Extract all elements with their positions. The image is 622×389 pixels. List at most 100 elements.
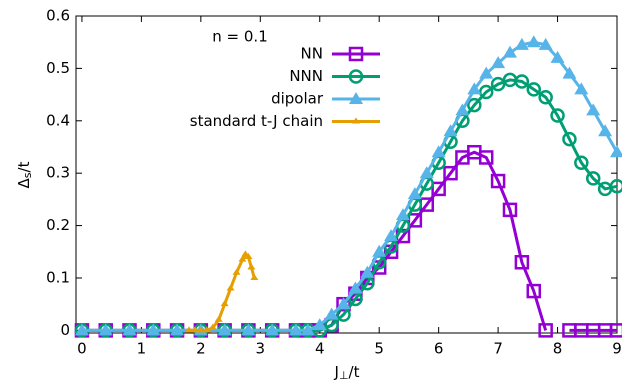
marker <box>526 283 542 299</box>
marker <box>98 323 113 336</box>
x-tick-label: 3 <box>256 340 266 358</box>
marker <box>562 131 577 147</box>
marker <box>598 124 613 137</box>
y-label-rest: /t <box>15 161 33 172</box>
y-tick-label: 0.3 <box>46 164 70 182</box>
marker <box>491 56 506 69</box>
marker <box>431 145 446 158</box>
x-tick-label: 6 <box>434 340 444 358</box>
y-tick-label: 0 <box>60 321 70 339</box>
marker <box>419 166 434 179</box>
marker <box>490 173 506 189</box>
marker <box>538 323 553 338</box>
x-tick-label: 0 <box>77 340 87 358</box>
marker <box>585 171 601 186</box>
legend-marker <box>348 69 364 84</box>
marker <box>336 297 351 310</box>
y-tick-label: 0.2 <box>46 216 70 234</box>
marker <box>122 323 137 336</box>
marker <box>217 323 232 336</box>
marker <box>170 323 185 336</box>
marker <box>395 208 410 221</box>
marker <box>538 89 553 105</box>
legend-label: dipolar <box>271 90 324 108</box>
marker <box>610 145 622 158</box>
x-tick-label: 8 <box>553 340 563 358</box>
marker <box>526 82 542 97</box>
y-label-main: Δ <box>15 177 33 188</box>
y-label-sub: s <box>21 172 34 178</box>
marker <box>502 45 517 58</box>
marker <box>372 244 387 257</box>
marker <box>241 323 256 336</box>
marker <box>574 82 589 95</box>
legend-marker <box>349 92 363 104</box>
x-tick-label: 5 <box>374 340 384 358</box>
marker <box>74 323 89 336</box>
x-tick-label: 4 <box>315 340 325 358</box>
series-line <box>188 252 256 332</box>
marker <box>146 323 161 336</box>
legend-marker <box>352 117 360 124</box>
marker <box>196 326 205 333</box>
marker <box>250 273 259 280</box>
marker <box>455 103 470 116</box>
x-axis-label: J⊥/t <box>334 363 360 383</box>
legend-label: standard t-J chain <box>190 112 323 130</box>
marker <box>431 181 446 197</box>
marker <box>360 265 375 278</box>
marker <box>562 66 577 79</box>
marker <box>407 213 423 228</box>
legend-title: n = 0.1 <box>212 28 267 46</box>
marker <box>232 268 241 275</box>
marker <box>220 300 229 307</box>
legend-marker <box>348 46 364 62</box>
x-tick-label: 9 <box>612 340 622 358</box>
marker <box>324 307 339 320</box>
marker <box>265 323 280 336</box>
marker <box>526 35 541 48</box>
marker <box>312 318 327 331</box>
marker <box>288 323 303 336</box>
legend-label: NNN <box>289 67 323 85</box>
y-tick-label: 0.1 <box>46 268 70 286</box>
x-tick-label: 1 <box>137 340 147 358</box>
marker <box>214 315 223 322</box>
x-tick-label: 2 <box>196 340 206 358</box>
legend-label: NN <box>301 45 323 63</box>
y-axis-label: Δs/t <box>15 161 35 188</box>
marker <box>467 97 482 113</box>
marker <box>384 229 399 242</box>
marker <box>586 103 601 116</box>
marker <box>502 202 518 218</box>
marker <box>514 74 530 89</box>
marker <box>184 326 193 333</box>
y-tick-label: 0.6 <box>46 7 70 25</box>
y-tick-label: 0.4 <box>46 111 70 129</box>
marker <box>550 108 565 123</box>
marker <box>300 323 315 336</box>
marker <box>190 326 199 333</box>
y-tick-label: 0.5 <box>46 59 70 77</box>
marker <box>244 253 253 260</box>
marker <box>247 263 256 270</box>
marker <box>514 255 530 270</box>
marker <box>550 50 565 63</box>
marker <box>443 124 458 137</box>
marker <box>226 284 235 291</box>
marker <box>208 323 217 330</box>
marker <box>467 82 482 95</box>
x-tick-label: 7 <box>493 340 503 358</box>
marker <box>479 66 494 79</box>
plot-frame <box>75 15 618 334</box>
marker <box>202 326 211 333</box>
marker <box>538 37 553 50</box>
marker <box>407 187 422 200</box>
marker <box>609 179 622 194</box>
marker <box>238 255 247 262</box>
marker <box>514 37 529 50</box>
marker <box>574 155 589 170</box>
x-label-sub: ⊥ <box>339 369 349 382</box>
marker <box>348 281 363 294</box>
